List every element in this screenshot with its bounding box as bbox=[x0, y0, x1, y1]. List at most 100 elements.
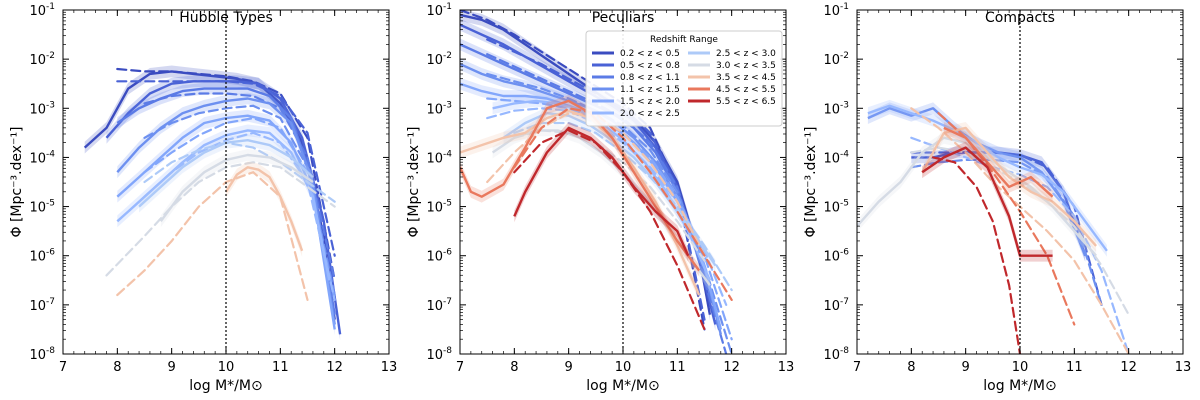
error-band-0.8-1.1 bbox=[117, 82, 335, 321]
series-line-5.5-6.5 bbox=[513, 126, 690, 257]
y-tick-label: 10-1 bbox=[426, 2, 452, 19]
y-tick-label: 10-4 bbox=[823, 149, 849, 166]
legend-label: 1.5 < z < 2.0 bbox=[620, 97, 680, 107]
x-axis-label: log M*/M⊙ bbox=[983, 378, 1056, 394]
panel-compacts: Compacts log M*/M⊙ Φ [Mpc⁻³.dex⁻¹] 7 8 9 10… bbox=[803, 2, 1191, 394]
x-tick-label: 11 bbox=[1066, 360, 1083, 375]
y-tick-label: 10-5 bbox=[29, 199, 55, 216]
legend-label: 2.0 < z < 2.5 bbox=[620, 109, 680, 119]
legend-label: 0.2 < z < 0.5 bbox=[620, 49, 680, 59]
x-tick-label: 11 bbox=[669, 360, 686, 375]
fit-line-2.5-3.0 bbox=[143, 141, 336, 203]
y-axis-label: Φ [Mpc⁻³.dex⁻¹] bbox=[803, 126, 819, 237]
x-tick-label: 13 bbox=[1175, 360, 1192, 375]
y-tick-label: 10-7 bbox=[426, 297, 452, 314]
y-tick-label: 10-2 bbox=[29, 51, 55, 68]
series-line-4.5-5.5 bbox=[460, 99, 701, 272]
plot-clip bbox=[857, 10, 1130, 354]
x-axis-label: log M*/M⊙ bbox=[586, 378, 659, 394]
y-tick-label: 10-8 bbox=[426, 346, 452, 363]
y-tick-label: 10-2 bbox=[823, 51, 849, 68]
x-tick-label: 8 bbox=[510, 360, 518, 375]
y-tick-label: 10-4 bbox=[29, 149, 55, 166]
fit-line-3.5-4.5 bbox=[116, 170, 309, 301]
legend-title: Redshift Range bbox=[650, 35, 718, 45]
x-tick-label: 9 bbox=[565, 360, 573, 375]
x-tick-label: 9 bbox=[168, 360, 176, 375]
x-tick-label: 10 bbox=[1012, 360, 1029, 375]
legend-label: 1.1 < z < 1.5 bbox=[620, 85, 680, 95]
y-tick-label: 10-3 bbox=[29, 100, 55, 117]
y-tick-label: 10-8 bbox=[823, 346, 849, 363]
legend-label: 2.5 < z < 3.0 bbox=[716, 49, 776, 59]
y-tick-label: 10-7 bbox=[29, 297, 55, 314]
x-tick-label: 10 bbox=[218, 360, 235, 375]
plot-area bbox=[857, 10, 1130, 354]
fit-line-5.5-6.5 bbox=[513, 129, 706, 331]
fit-line-4.5-5.5 bbox=[513, 107, 733, 301]
y-tick-label: 10-2 bbox=[426, 51, 452, 68]
series-line-1.1-1.5 bbox=[116, 97, 336, 325]
legend-label: 0.8 < z < 1.1 bbox=[620, 73, 680, 83]
series-line-3.0-3.5 bbox=[159, 153, 314, 223]
x-tick-label: 10 bbox=[615, 360, 632, 375]
x-tick-label: 9 bbox=[962, 360, 970, 375]
x-tick-label: 8 bbox=[907, 360, 915, 375]
y-tick-label: 10-6 bbox=[426, 248, 452, 265]
y-tick-label: 10-6 bbox=[29, 248, 55, 265]
x-tick-label: 8 bbox=[113, 360, 121, 375]
error-band-3.0-3.5 bbox=[857, 131, 1097, 262]
x-tick-label: 12 bbox=[326, 360, 343, 375]
legend-label: 3.0 < z < 3.5 bbox=[716, 61, 776, 71]
fit-line-1.1-1.5 bbox=[910, 158, 1103, 306]
fit-line-1.1-1.5 bbox=[143, 104, 336, 297]
x-tick-label: 12 bbox=[723, 360, 740, 375]
axis-ticks: 7 8 9 10 11 12 13 10-8 10-7 10-6 10-5 10-4 10-3 10-2 1… bbox=[426, 2, 794, 375]
x-tick-label: 7 bbox=[456, 360, 464, 375]
fit-line-1.5-2.0 bbox=[143, 116, 336, 301]
legend-items: 0.2 < z < 0.5 0.5 < z < 0.8 0.8 < z < 1.1 1… bbox=[592, 49, 776, 119]
x-tick-label: 7 bbox=[59, 360, 67, 375]
y-tick-label: 10-3 bbox=[823, 100, 849, 117]
y-tick-label: 10-5 bbox=[426, 199, 452, 216]
plot-area bbox=[83, 10, 342, 354]
series-line-3.5-4.5 bbox=[460, 109, 701, 296]
y-axis-label: Φ [Mpc⁻³.dex⁻¹] bbox=[9, 126, 25, 237]
x-tick-label: 7 bbox=[853, 360, 861, 375]
y-axis-label: Φ [Mpc⁻³.dex⁻¹] bbox=[406, 126, 422, 237]
fit-line-4.5-5.5 bbox=[937, 112, 1076, 326]
error-band-3.0-3.5 bbox=[492, 124, 710, 292]
series-line-0.2-0.5 bbox=[83, 70, 336, 320]
error-band-3.5-4.5 bbox=[922, 122, 1097, 252]
fit-line-5.5-6.5 bbox=[932, 156, 1022, 354]
error-band-5.5-6.5 bbox=[514, 122, 689, 262]
series-line-4.5-5.5 bbox=[943, 126, 1054, 198]
legend-box bbox=[585, 30, 783, 127]
x-axis-label: log M*/M⊙ bbox=[189, 378, 262, 394]
fit-line-0.2-0.5 bbox=[116, 67, 336, 282]
error-band-2.5-3.0 bbox=[139, 134, 313, 213]
series-line-0.5-0.8 bbox=[105, 80, 342, 335]
series-line-2.0-2.5 bbox=[867, 104, 1108, 252]
x-tick-label: 13 bbox=[778, 360, 795, 375]
y-tick-label: 10-1 bbox=[29, 2, 55, 19]
series-line-3.5-4.5 bbox=[224, 166, 304, 252]
y-tick-label: 10-4 bbox=[426, 149, 452, 166]
fit-line-0.5-0.8 bbox=[116, 80, 336, 257]
axis-ticks: 7 8 9 10 11 12 13 10-8 10-7 10-6 10-5 10-4 10-3 10-2 1… bbox=[29, 2, 397, 375]
x-tick-label: 11 bbox=[272, 360, 289, 375]
x-tick-label: 13 bbox=[381, 360, 398, 375]
y-tick-label: 10-8 bbox=[29, 346, 55, 363]
x-tick-label: 12 bbox=[1120, 360, 1137, 375]
y-tick-label: 10-1 bbox=[823, 2, 849, 19]
fit-line-0.5-0.8 bbox=[910, 151, 1103, 306]
y-tick-label: 10-5 bbox=[823, 199, 849, 216]
legend: Redshift Range 0.2 < z < 0.5 0.5 < z < 0.… bbox=[585, 30, 783, 127]
panel-hubble-types: Hubble Types log M*/M⊙ Φ [Mpc⁻³.dex⁻¹] 7… bbox=[9, 2, 397, 394]
y-tick-label: 10-6 bbox=[823, 248, 849, 265]
series-line-2.5-3.0 bbox=[502, 112, 717, 267]
legend-label: 4.5 < z < 5.5 bbox=[716, 85, 776, 95]
y-tick-label: 10-7 bbox=[823, 297, 849, 314]
